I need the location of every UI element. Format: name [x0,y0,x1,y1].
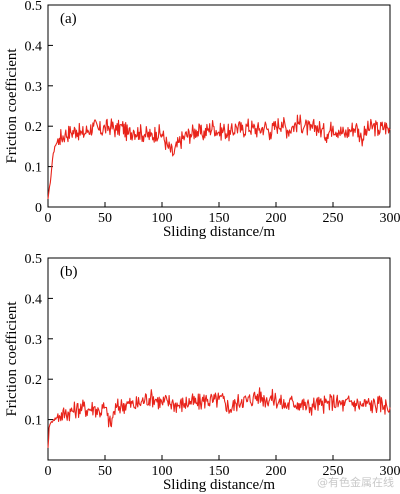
x-tick-label: 200 [266,464,287,479]
y-axis-label: Friction coefficient [4,48,20,164]
x-tick-label: 100 [152,211,173,226]
x-axis-label: Sliding distance/m [163,224,275,240]
y-tick-label: 0.1 [25,414,43,429]
x-tick-label: 250 [323,211,344,226]
y-tick-label: 0.2 [25,120,43,135]
x-axis-label: Sliding distance/m [163,477,275,493]
x-tick-label: 300 [380,211,400,226]
plot-frame [47,4,391,208]
y-tick-label: 0.5 [25,0,43,14]
x-tick-label: 50 [98,464,112,479]
x-tick-label: 50 [98,211,112,226]
y-tick-label: 0.3 [25,80,43,95]
y-tick-label: 0 [35,201,42,216]
y-tick-label: 0.4 [25,39,43,54]
y-tick-label: 0.2 [25,373,43,388]
panel-label: (b) [60,264,78,280]
series-line [47,114,391,199]
series-line [47,387,391,448]
y-axis-label: Friction coefficient [4,301,20,417]
x-tick-label: 300 [380,464,400,479]
x-tick-label: 100 [152,464,173,479]
watermark-text: @有色金属在线 [317,476,394,489]
x-tick-label: 200 [266,211,287,226]
y-tick-label: 0.3 [25,333,43,348]
x-tick-label: 0 [45,211,52,226]
y-tick-label: 0.1 [25,161,43,176]
x-tick-label: 0 [45,464,52,479]
panel-label: (a) [60,11,77,27]
x-tick-label: 150 [209,211,230,226]
chart-panel-b: 0 50 100 150 200 250 300 0.1 0.2 0.3 0.4 0.5 Sliding… [4,252,400,493]
y-tick-label: 0.4 [25,292,43,307]
x-tick-label: 250 [323,464,344,479]
plot-frame [47,257,391,461]
y-tick-label: 0.5 [25,252,43,267]
chart-panel-a: 0 50 100 150 200 250 300 0 0.1 0.2 0.3 0.4 0.5 Slidin… [4,0,400,240]
x-tick-label: 150 [209,464,230,479]
